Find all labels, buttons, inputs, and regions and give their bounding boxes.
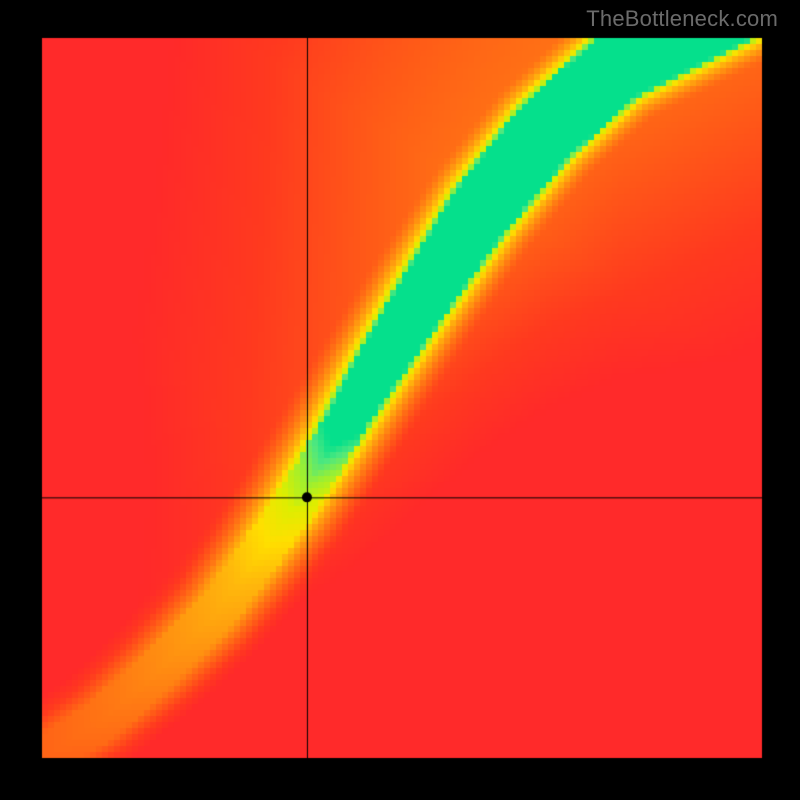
watermark-text: TheBottleneck.com [586, 6, 778, 32]
heatmap-canvas [0, 0, 800, 800]
chart-wrapper: TheBottleneck.com [0, 0, 800, 800]
